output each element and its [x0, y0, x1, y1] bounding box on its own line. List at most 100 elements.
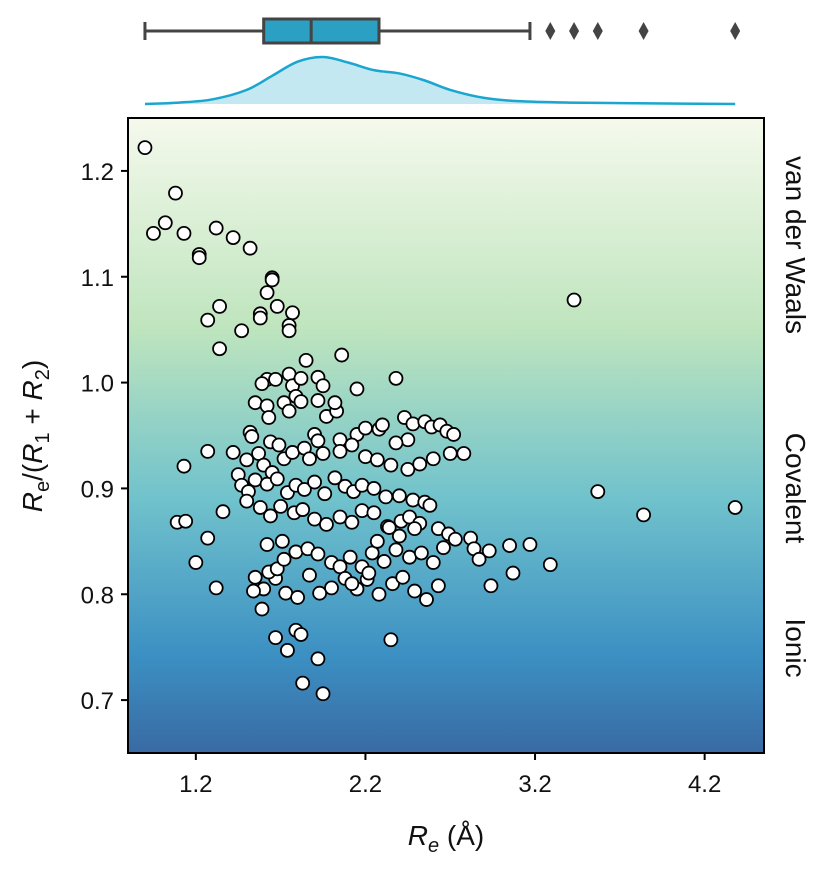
scatter-point — [269, 298, 285, 314]
scatter-point — [383, 632, 399, 648]
scatter-point — [268, 372, 283, 387]
x-tick-label: 1.2 — [179, 771, 212, 798]
scatter-point — [590, 484, 606, 499]
scatter-point — [273, 499, 289, 514]
scatter-point — [405, 416, 421, 432]
scatter-point — [188, 555, 204, 570]
scatter-point — [254, 376, 270, 392]
scatter-point — [298, 352, 314, 368]
x-axis: 1.2 2.2 3.2 4.2 — [179, 753, 721, 798]
scatter-point — [244, 429, 260, 444]
scatter-point — [369, 533, 385, 549]
scatter-point — [307, 474, 322, 490]
scatter-point — [344, 576, 360, 592]
scatter-point — [310, 433, 326, 449]
scatter-point — [225, 230, 241, 245]
scatter-point — [483, 578, 499, 594]
boxplot-outlier-marker — [730, 22, 741, 40]
scatter-point — [354, 477, 370, 493]
boxplot-box — [262, 17, 381, 45]
scatter-point — [566, 292, 582, 308]
scatter-point — [310, 546, 326, 562]
scatter-point — [391, 488, 407, 504]
scatter-point — [137, 140, 153, 156]
scatter-point — [315, 686, 331, 702]
boxplot-outlier-marker — [569, 22, 580, 40]
scatter-point — [293, 627, 309, 642]
scatter-point — [446, 427, 462, 442]
scatter-point — [400, 432, 416, 448]
scatter-point — [414, 545, 429, 561]
scatter-point — [405, 492, 421, 508]
y-tick-label: 1.2 — [81, 159, 114, 186]
scatter-point — [242, 240, 258, 256]
scatter-point — [332, 509, 348, 525]
scatter-point — [327, 395, 343, 411]
scatter-point — [212, 341, 227, 357]
y-tick-label: 0.7 — [81, 688, 114, 715]
scatter-point — [366, 505, 382, 521]
scatter-point — [295, 502, 311, 517]
scatter-point — [208, 220, 224, 236]
x-tick-label: 2.2 — [349, 771, 382, 798]
scatter-point — [317, 486, 333, 502]
scatter-point — [269, 471, 285, 487]
scatter-point — [481, 543, 497, 559]
scatter-point — [391, 528, 407, 544]
scatter-point — [252, 310, 268, 326]
scatter-point — [271, 437, 287, 453]
scatter-point — [296, 482, 312, 497]
scatter-point — [281, 403, 297, 419]
kde-line — [144, 55, 736, 106]
scatter-point — [319, 517, 334, 532]
scatter-point — [324, 580, 339, 596]
boxplot-outlier-marker — [545, 22, 556, 40]
y-axis-label: Re/(R1 + R2) — [17, 360, 54, 512]
scatter-point — [254, 601, 270, 617]
plot-area — [127, 117, 765, 754]
scatter-point — [471, 551, 487, 567]
scatter-point — [430, 578, 446, 594]
scatter-point — [388, 542, 404, 558]
scatter-point — [354, 503, 370, 519]
scatter-point — [342, 549, 358, 565]
scatter-point — [259, 285, 275, 301]
scatter-point — [312, 585, 328, 601]
scatter-point — [310, 393, 326, 408]
scatter-point — [200, 443, 216, 459]
scatter-point — [400, 461, 416, 477]
scatter-point — [542, 557, 558, 573]
scatter-point — [422, 497, 438, 513]
scatter-point — [293, 370, 309, 386]
scatter-point — [358, 449, 373, 465]
scatter-point — [447, 531, 463, 547]
scatter-point — [302, 451, 317, 467]
scatter-point — [419, 592, 434, 607]
scatter-point — [200, 530, 216, 546]
scatter-point — [285, 305, 300, 321]
y-tick-label: 1.0 — [81, 371, 114, 398]
scatter-point — [636, 507, 651, 523]
scatter-point — [315, 378, 331, 394]
scatter-point — [176, 225, 192, 241]
scatter-point — [442, 446, 458, 461]
scatter-point — [425, 451, 441, 467]
y-axis: 0.7 0.8 0.9 1.0 1.1 1.2 — [81, 159, 128, 715]
scatter-point — [374, 417, 390, 433]
scatter-point — [261, 410, 277, 425]
region-label-ionic: Ionic — [780, 618, 811, 677]
scatter-point — [334, 347, 350, 363]
scatter-point — [234, 323, 250, 339]
scatter-point — [264, 272, 280, 288]
scatter-point — [522, 537, 538, 552]
scatter-point — [388, 370, 404, 386]
y-tick-label: 1.1 — [81, 265, 114, 292]
boxplot-outlier-marker — [638, 22, 649, 40]
scatter-point — [302, 567, 317, 583]
marginal-kde — [144, 55, 736, 106]
scatter-point — [388, 435, 404, 451]
kde-fill — [144, 56, 736, 104]
scatter-point — [295, 675, 311, 691]
scatter-point — [293, 394, 309, 410]
